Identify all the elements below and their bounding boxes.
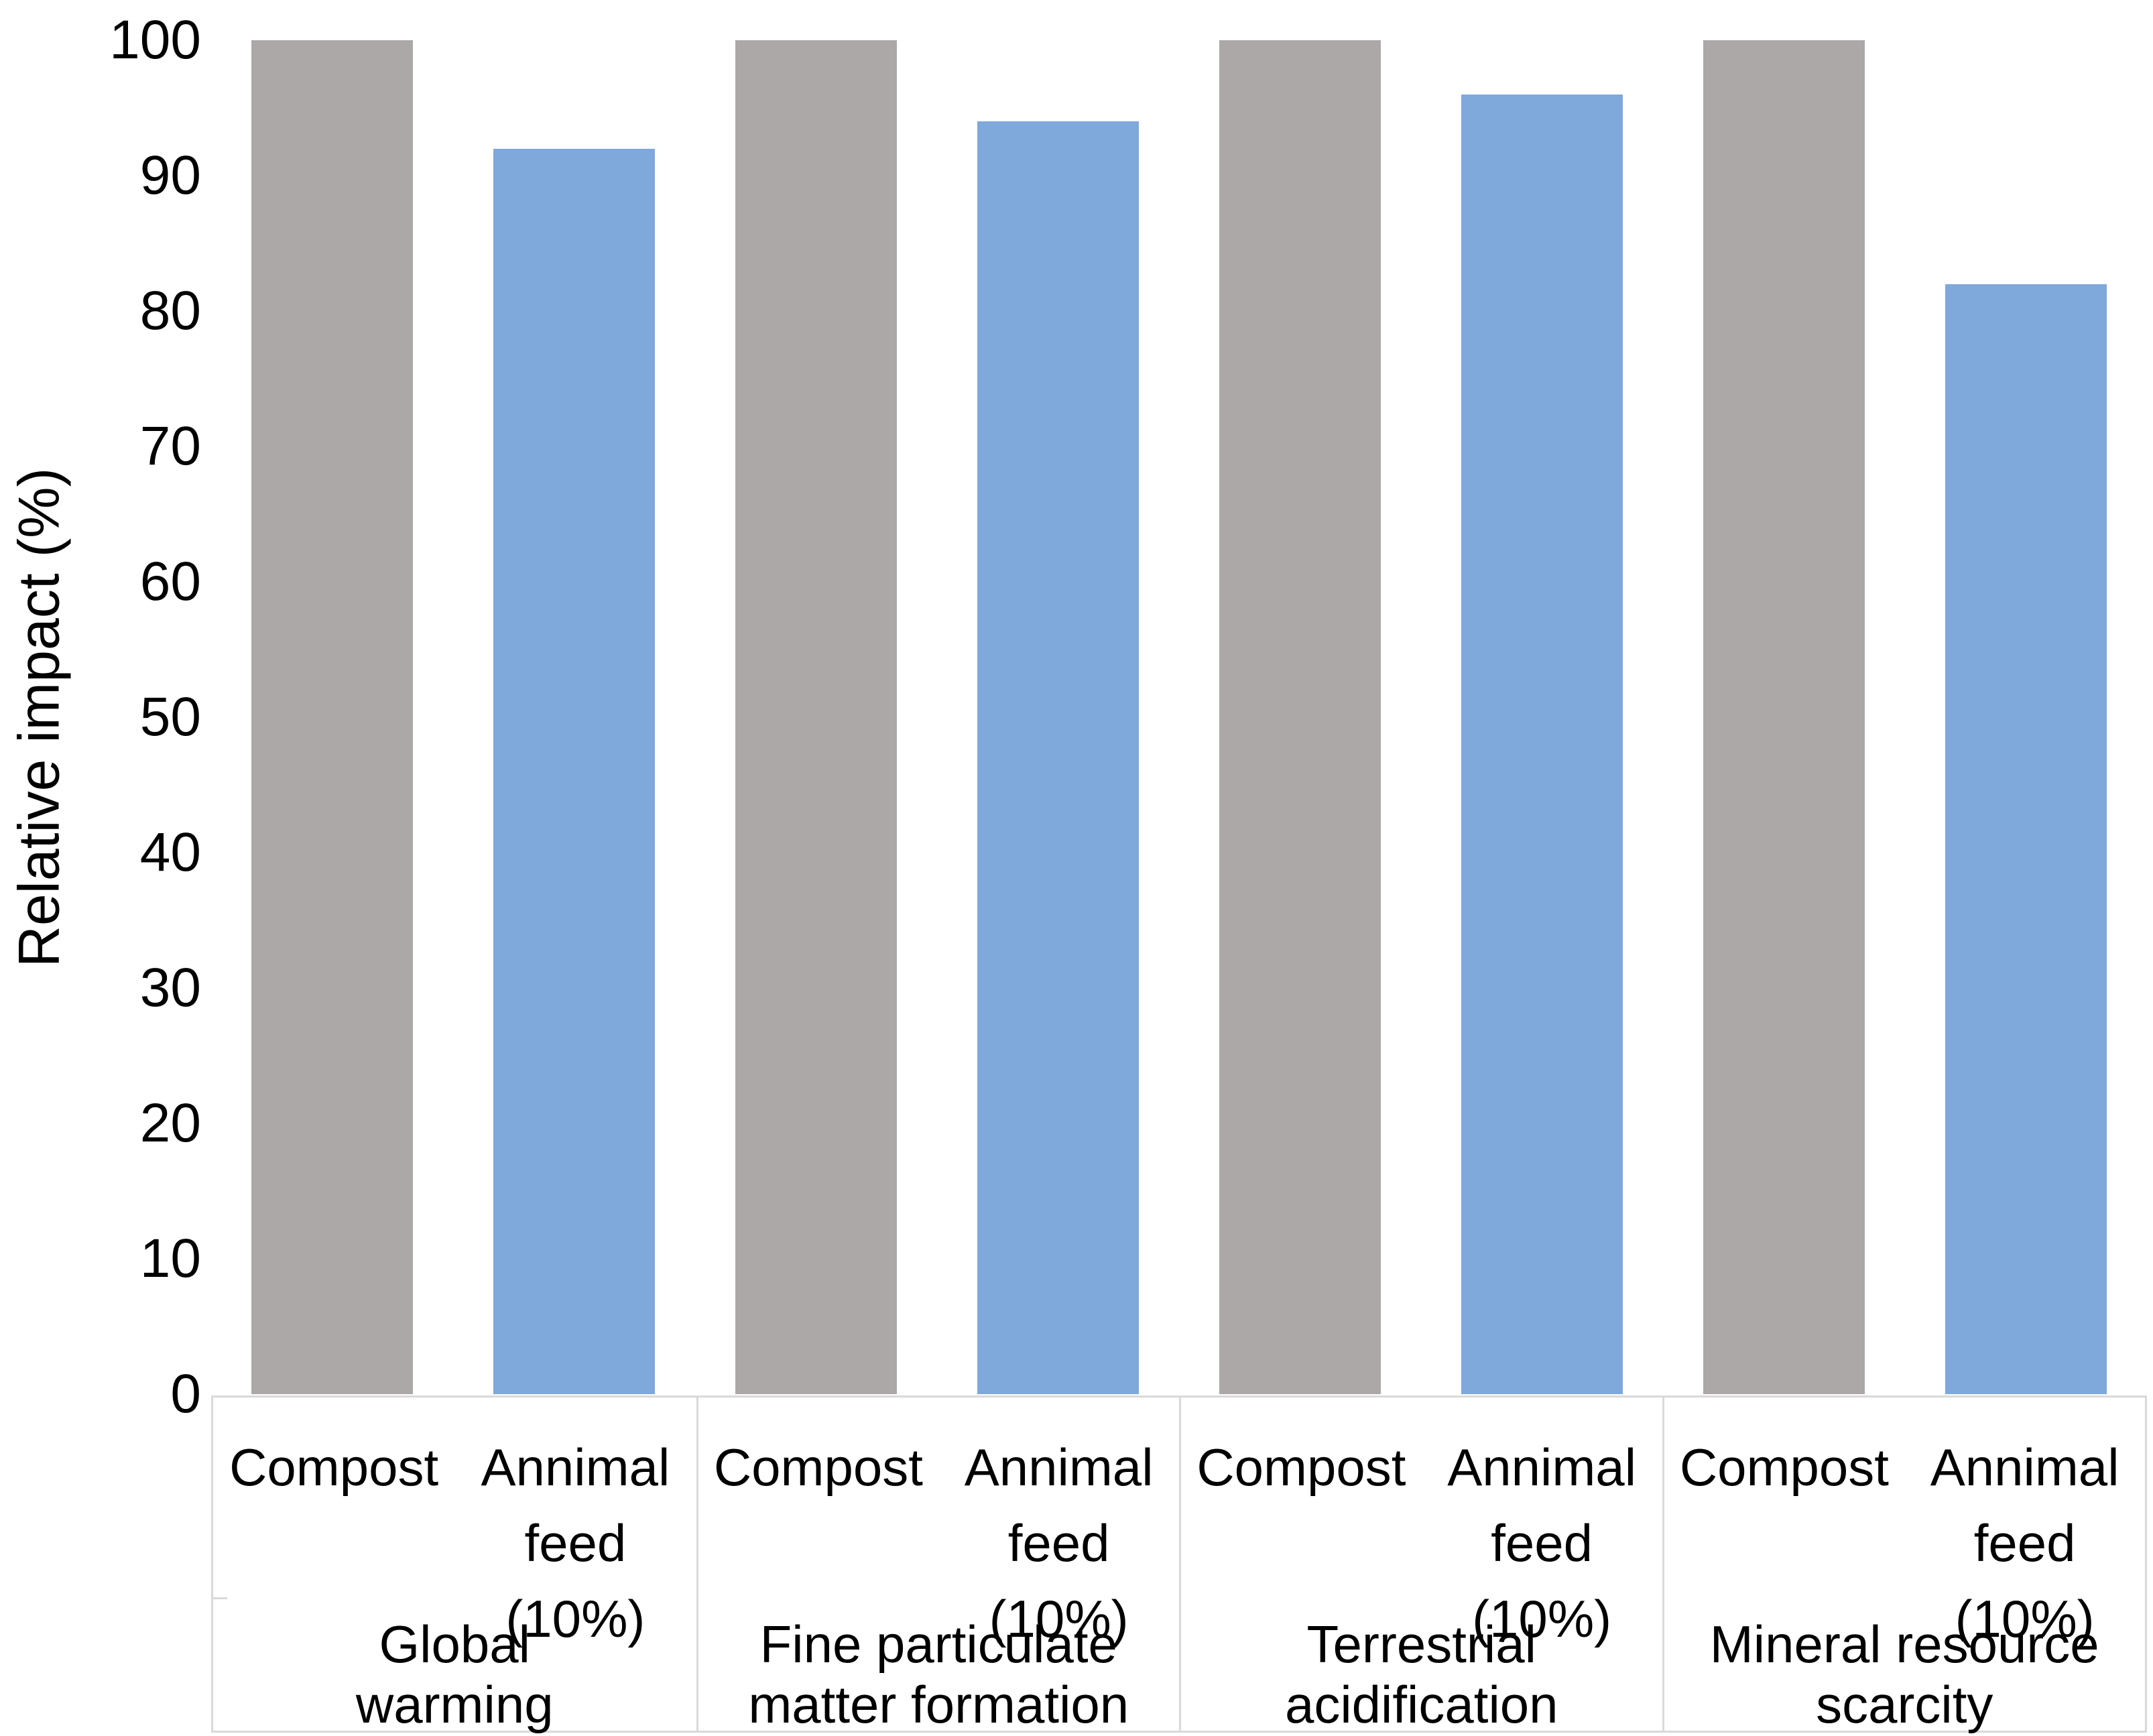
series-label-compost: Compost bbox=[1196, 1438, 1406, 1497]
bar-slot bbox=[1663, 40, 1905, 1394]
bar-group-fine-particulate bbox=[695, 40, 1179, 1394]
bar-slot bbox=[695, 40, 937, 1394]
bar-group-global-warming bbox=[211, 40, 695, 1394]
category-column-fine-particulate: Compost Annimal feed (10%) Fine particul… bbox=[696, 1398, 1180, 1734]
y-axis-title: Relative impact (%) bbox=[3, 40, 76, 1394]
y-tick-10: 10 bbox=[139, 1228, 201, 1289]
category-label-terrestrial-acidification: Terrestrial acidification bbox=[1284, 1615, 1558, 1735]
category-column-global-warming: Compost Annimal feed (10%) Global warmin… bbox=[213, 1398, 696, 1734]
y-tick-20: 20 bbox=[139, 1093, 201, 1154]
bar-slot bbox=[453, 40, 695, 1394]
series-label-animal-feed: Annimal feed (10%) bbox=[481, 1438, 670, 1649]
y-tick-100: 100 bbox=[109, 9, 201, 70]
series-label-animal-feed: Annimal feed (10%) bbox=[1930, 1438, 2119, 1649]
series-label-row: Compost Annimal feed (10%) bbox=[698, 1430, 1180, 1649]
category-label-mineral-resource: Mineral resource scarcity bbox=[1709, 1615, 2099, 1735]
bar-group-mineral-resource bbox=[1663, 40, 2147, 1394]
plot-area bbox=[211, 40, 2147, 1394]
bar-slot bbox=[937, 40, 1179, 1394]
series-label-compost: Compost bbox=[713, 1438, 923, 1497]
category-column-terrestrial-acidification: Compost Annimal feed (10%) Terrestrial a… bbox=[1179, 1398, 1662, 1734]
y-tick-50: 50 bbox=[139, 686, 201, 747]
bar-slot bbox=[1905, 40, 2147, 1394]
y-tick-40: 40 bbox=[139, 822, 201, 883]
bar-compost-terrestrial-acidification bbox=[1219, 40, 1381, 1394]
bar-compost-global-warming bbox=[251, 40, 414, 1394]
series-label-animal-feed: Annimal feed (10%) bbox=[964, 1438, 1154, 1649]
bar-slot bbox=[1421, 40, 1663, 1394]
y-tick-0: 0 bbox=[170, 1363, 201, 1424]
series-label-row: Compost Annimal feed (10%) bbox=[1181, 1430, 1662, 1649]
category-label-fine-particulate: Fine particulate matter formation bbox=[748, 1615, 1129, 1735]
bar-compost-mineral-resource bbox=[1703, 40, 1865, 1394]
series-label-row: Compost Annimal feed (10%) bbox=[213, 1430, 696, 1649]
y-tick-60: 60 bbox=[139, 551, 201, 612]
bar-slot bbox=[211, 40, 453, 1394]
category-label-global-warming: Global warming bbox=[355, 1615, 554, 1735]
bar-slot bbox=[1179, 40, 1421, 1394]
bar-animal-feed-terrestrial-acidification bbox=[1461, 94, 1623, 1394]
series-label-animal-feed: Annimal feed (10%) bbox=[1447, 1438, 1637, 1649]
bar-animal-feed-mineral-resource bbox=[1945, 284, 2107, 1394]
bar-compost-fine-particulate bbox=[735, 40, 898, 1394]
y-axis-title-text: Relative impact (%) bbox=[7, 467, 72, 967]
y-tick-90: 90 bbox=[139, 145, 201, 206]
y-tick-70: 70 bbox=[139, 416, 201, 477]
x-axis-label-box: Compost Annimal feed (10%) Global warmin… bbox=[211, 1396, 2147, 1734]
category-column-mineral-resource: Compost Annimal feed (10%) Mineral resou… bbox=[1662, 1398, 2146, 1734]
series-label-compost: Compost bbox=[229, 1438, 439, 1497]
bar-animal-feed-fine-particulate bbox=[977, 121, 1140, 1394]
series-label-compost: Compost bbox=[1679, 1438, 1889, 1497]
y-axis-ticks: 100 90 80 70 60 50 40 30 20 10 0 bbox=[67, 13, 201, 1422]
axis-tier-notch bbox=[211, 1597, 227, 1599]
bar-animal-feed-global-warming bbox=[493, 148, 656, 1394]
bar-group-terrestrial-acidification bbox=[1179, 40, 1663, 1394]
y-tick-80: 80 bbox=[139, 280, 201, 341]
series-label-row: Compost Annimal feed (10%) bbox=[1664, 1430, 2146, 1649]
y-tick-30: 30 bbox=[139, 957, 201, 1018]
